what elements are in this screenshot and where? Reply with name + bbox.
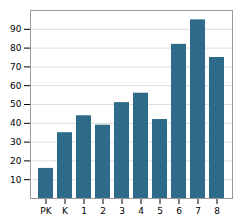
- svg-text:7: 7: [195, 206, 201, 216]
- svg-text:40: 40: [10, 118, 22, 128]
- svg-text:4: 4: [138, 206, 144, 216]
- svg-text:90: 90: [10, 24, 22, 34]
- svg-text:70: 70: [10, 62, 22, 72]
- svg-text:80: 80: [10, 43, 22, 53]
- svg-text:10: 10: [10, 175, 22, 185]
- svg-text:60: 60: [10, 81, 22, 91]
- svg-text:PK: PK: [40, 206, 52, 216]
- svg-text:30: 30: [10, 137, 22, 147]
- svg-text:8: 8: [214, 206, 220, 216]
- svg-text:3: 3: [119, 206, 125, 216]
- svg-text:2: 2: [100, 206, 106, 216]
- svg-text:1: 1: [81, 206, 87, 216]
- svg-text:6: 6: [176, 206, 182, 216]
- svg-text:20: 20: [10, 156, 22, 166]
- svg-text:5: 5: [157, 206, 163, 216]
- svg-text:K: K: [62, 206, 69, 216]
- svg-text:50: 50: [10, 99, 22, 109]
